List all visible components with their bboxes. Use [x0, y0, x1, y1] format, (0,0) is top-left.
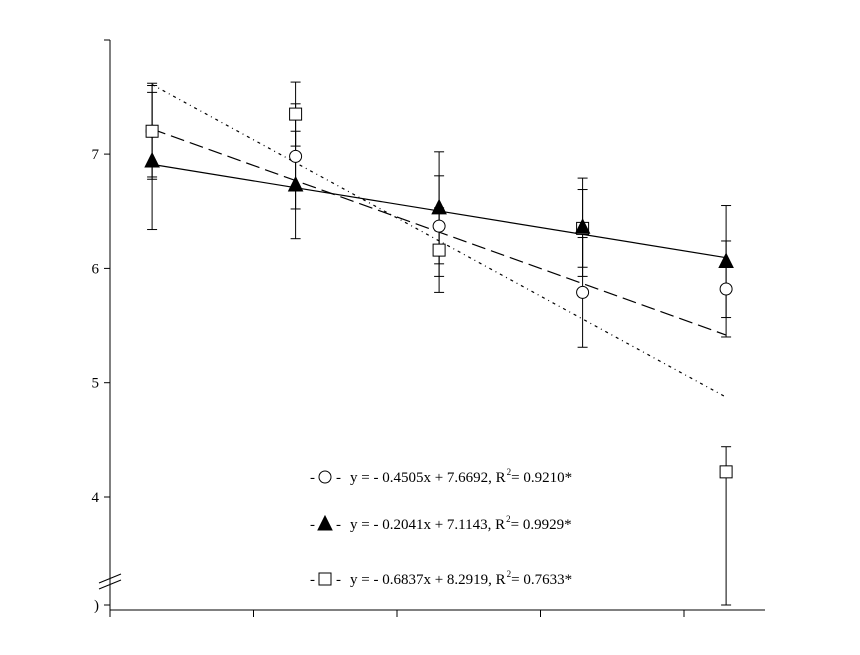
y-tick-label: )	[94, 598, 99, 614]
legend-marker-square	[318, 572, 332, 586]
axis-break-mark	[98, 573, 122, 584]
data-point-circle	[719, 282, 733, 296]
legend-marker-triangle	[317, 514, 333, 531]
legend-dash: -	[310, 517, 315, 533]
data-point-circle	[576, 285, 590, 299]
legend-r2-superscript: 2	[507, 467, 512, 477]
legend-r2-superscript: 2	[506, 514, 511, 524]
markers	[144, 107, 734, 479]
legend-equation: y = - 0.2041x + 7.1143, R	[350, 517, 505, 533]
legend-dash: -	[310, 572, 315, 588]
legend-r2-value: = 0.9210*	[511, 470, 572, 486]
y-tick-label: 5	[92, 376, 100, 392]
data-point-square	[719, 465, 733, 479]
y-tick-label: 4	[92, 490, 100, 506]
y-tick-label: 7	[92, 147, 100, 163]
legend-equation: y = - 0.4505x + 7.6692, R	[350, 470, 506, 486]
legend-dash: -	[310, 470, 315, 486]
data-point-circle	[289, 149, 303, 163]
data-point-triangle	[287, 175, 304, 192]
axis-break-mark	[98, 579, 122, 590]
legend-dash: -	[336, 470, 341, 486]
data-point-square	[289, 107, 303, 121]
legend-marker-circle	[318, 470, 332, 484]
legend-r2-value: = 0.7633*	[511, 572, 572, 588]
data-point-triangle	[144, 151, 160, 168]
legend-dash: -	[336, 517, 341, 533]
legend-equation: y = - 0.6837x + 8.2919, R	[350, 572, 506, 588]
data-point-square	[432, 243, 446, 257]
legend-r2-value: = 0.9929*	[511, 517, 572, 533]
legend-r2-superscript: 2	[507, 569, 512, 579]
legend-dash: -	[336, 572, 341, 588]
data-point-triangle	[431, 198, 447, 215]
y-tick-label: 6	[92, 261, 100, 277]
data-point-square	[145, 124, 159, 138]
data-point-circle	[432, 219, 446, 233]
data-point-triangle	[718, 252, 734, 269]
axes: ) 4 5 6 7	[92, 39, 765, 617]
data-point-triangle	[574, 218, 591, 234]
